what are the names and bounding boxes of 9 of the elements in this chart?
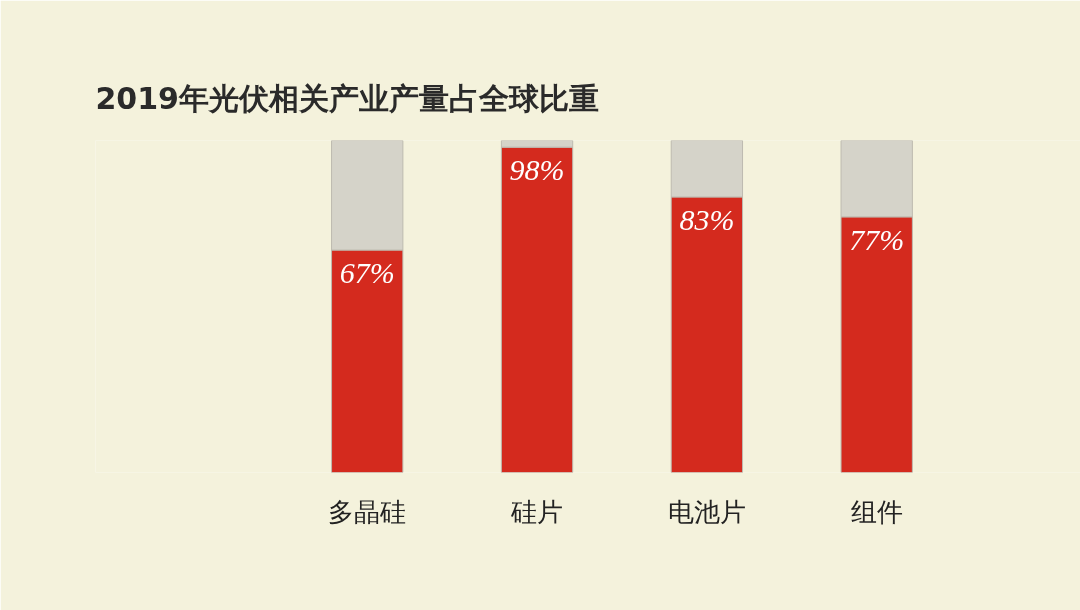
x-tick-label: 电池片 [667,496,746,527]
data-label: 98% [509,153,565,187]
data-label: 67% [339,256,395,290]
x-tick-label: 硅片 [510,496,564,527]
x-tick-label: 多晶硅 [328,496,407,527]
chart-title: 2019年光伏相关产业产量占全球比重 [95,80,599,116]
x-tick-label: 组件 [850,496,903,527]
data-label: 83% [679,202,735,236]
data-label: 77% [849,222,905,256]
